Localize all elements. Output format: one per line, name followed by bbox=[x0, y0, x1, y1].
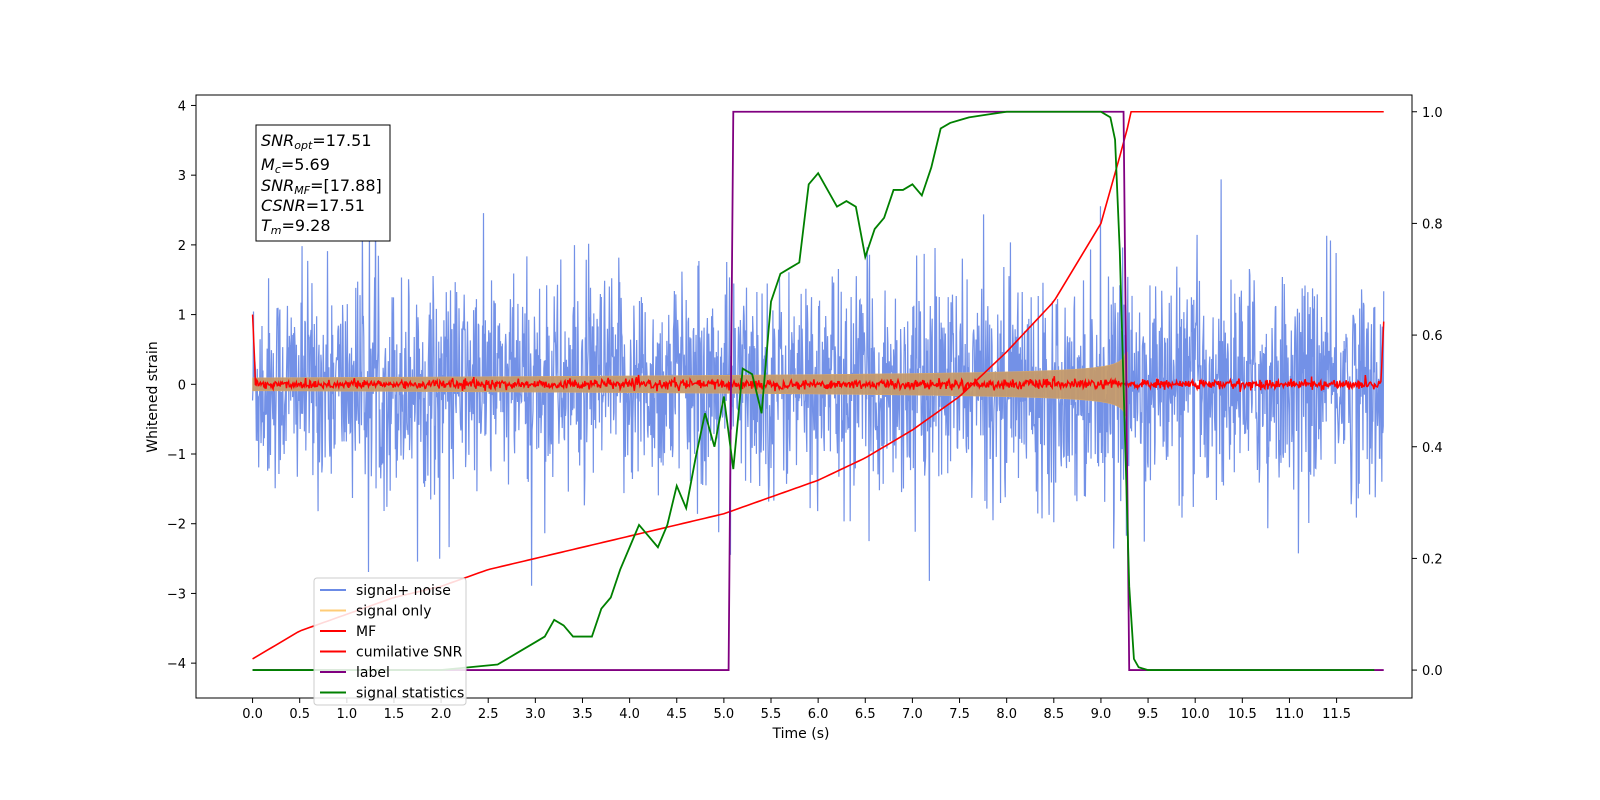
y-tick-label: −1 bbox=[167, 448, 186, 463]
y-tick-label: −2 bbox=[167, 518, 186, 533]
info-box-frame bbox=[255, 124, 391, 242]
y-axis-label: Whitened strain bbox=[145, 341, 161, 452]
info-snr-opt: SNRopt=17.51 bbox=[261, 131, 372, 152]
mf-series bbox=[251, 314, 1385, 393]
legend-frame bbox=[313, 577, 467, 706]
mf-line bbox=[251, 314, 1385, 393]
x-axis-label: Time (s) bbox=[772, 726, 830, 742]
y-tick-label: 3 bbox=[178, 169, 186, 184]
legend-label: MF bbox=[356, 624, 376, 640]
x-tick-label: 5.0 bbox=[714, 707, 735, 722]
x-tick-label: 3.0 bbox=[525, 707, 546, 722]
x-tick-label: 4.0 bbox=[619, 707, 640, 722]
legend-label: signal only bbox=[356, 604, 431, 620]
x-tick-label: 0.0 bbox=[242, 707, 263, 722]
x-tick-label: 2.0 bbox=[431, 707, 452, 722]
x-tick-label: 4.5 bbox=[666, 707, 687, 722]
y-right-tick-label: 0.0 bbox=[1422, 664, 1443, 679]
legend-label: label bbox=[356, 665, 390, 681]
signal-statistics-series bbox=[252, 110, 1375, 671]
x-tick-label: 11.0 bbox=[1275, 707, 1304, 722]
y-tick-label: −3 bbox=[167, 587, 186, 602]
x-tick-label: 9.5 bbox=[1138, 707, 1159, 722]
y-right-tick-label: 0.6 bbox=[1422, 329, 1443, 344]
x-tick-label: 7.0 bbox=[902, 707, 923, 722]
signal-noise-series bbox=[251, 179, 1385, 586]
info-csnr: CSNR=17.51 bbox=[261, 196, 365, 215]
signal-noise-line bbox=[251, 179, 1385, 586]
info-box: SNRopt=17.51 Mc=5.69 SNRMF=[17.88] CSNR=… bbox=[255, 124, 391, 242]
y-axis-ticks: 4 3 2 1 0 −1 −2 −3 −4 bbox=[167, 99, 196, 672]
y-tick-label: −4 bbox=[167, 657, 186, 672]
x-tick-label: 11.5 bbox=[1322, 707, 1351, 722]
y-right-tick-label: 0.2 bbox=[1422, 552, 1443, 567]
y-tick-label: 1 bbox=[178, 309, 186, 324]
info-tm: Tm=9.28 bbox=[261, 216, 331, 237]
y-right-tick-label: 1.0 bbox=[1422, 106, 1443, 121]
x-tick-label: 7.5 bbox=[949, 707, 970, 722]
x-tick-label: 0.5 bbox=[289, 707, 310, 722]
x-tick-label: 1.0 bbox=[336, 707, 357, 722]
x-tick-label: 6.0 bbox=[808, 707, 829, 722]
x-tick-label: 8.0 bbox=[996, 707, 1017, 722]
legend-label: cumilative SNR bbox=[356, 645, 463, 661]
y-right-tick-label: 0.8 bbox=[1422, 217, 1443, 232]
legend: signal+ noise signal only MF cumilative SNR… bbox=[313, 577, 467, 706]
signal-statistics-line bbox=[252, 110, 1375, 671]
y-right-tick-label: 0.4 bbox=[1422, 441, 1443, 456]
x-tick-label: 3.5 bbox=[572, 707, 593, 722]
plot-frame bbox=[195, 94, 1413, 699]
info-mc: Mc=5.69 bbox=[261, 155, 330, 176]
y-tick-label: 4 bbox=[178, 99, 186, 114]
y-tick-label: 0 bbox=[178, 378, 186, 393]
x-tick-label: 8.5 bbox=[1043, 707, 1064, 722]
x-tick-label: 9.0 bbox=[1091, 707, 1112, 722]
y-right-axis-ticks: 1.0 0.8 0.6 0.4 0.2 0.0 bbox=[1412, 106, 1443, 679]
x-tick-label: 10.0 bbox=[1181, 707, 1210, 722]
x-tick-label: 6.5 bbox=[855, 707, 876, 722]
x-axis-ticks: 0.0 0.5 1.0 1.5 2.0 2.5 3.0 3.5 4.0 4.5 5.0 5.5 6.0 6… bbox=[242, 698, 1351, 722]
y-tick-label: 2 bbox=[178, 239, 186, 254]
info-snr-mf: SNRMF=[17.88] bbox=[261, 176, 382, 197]
x-tick-label: 5.5 bbox=[761, 707, 782, 722]
x-tick-label: 10.5 bbox=[1228, 707, 1257, 722]
legend-label: signal statistics bbox=[356, 686, 464, 702]
legend-label: signal+ noise bbox=[356, 583, 451, 599]
x-tick-label: 1.5 bbox=[384, 707, 405, 722]
x-tick-label: 2.5 bbox=[478, 707, 499, 722]
